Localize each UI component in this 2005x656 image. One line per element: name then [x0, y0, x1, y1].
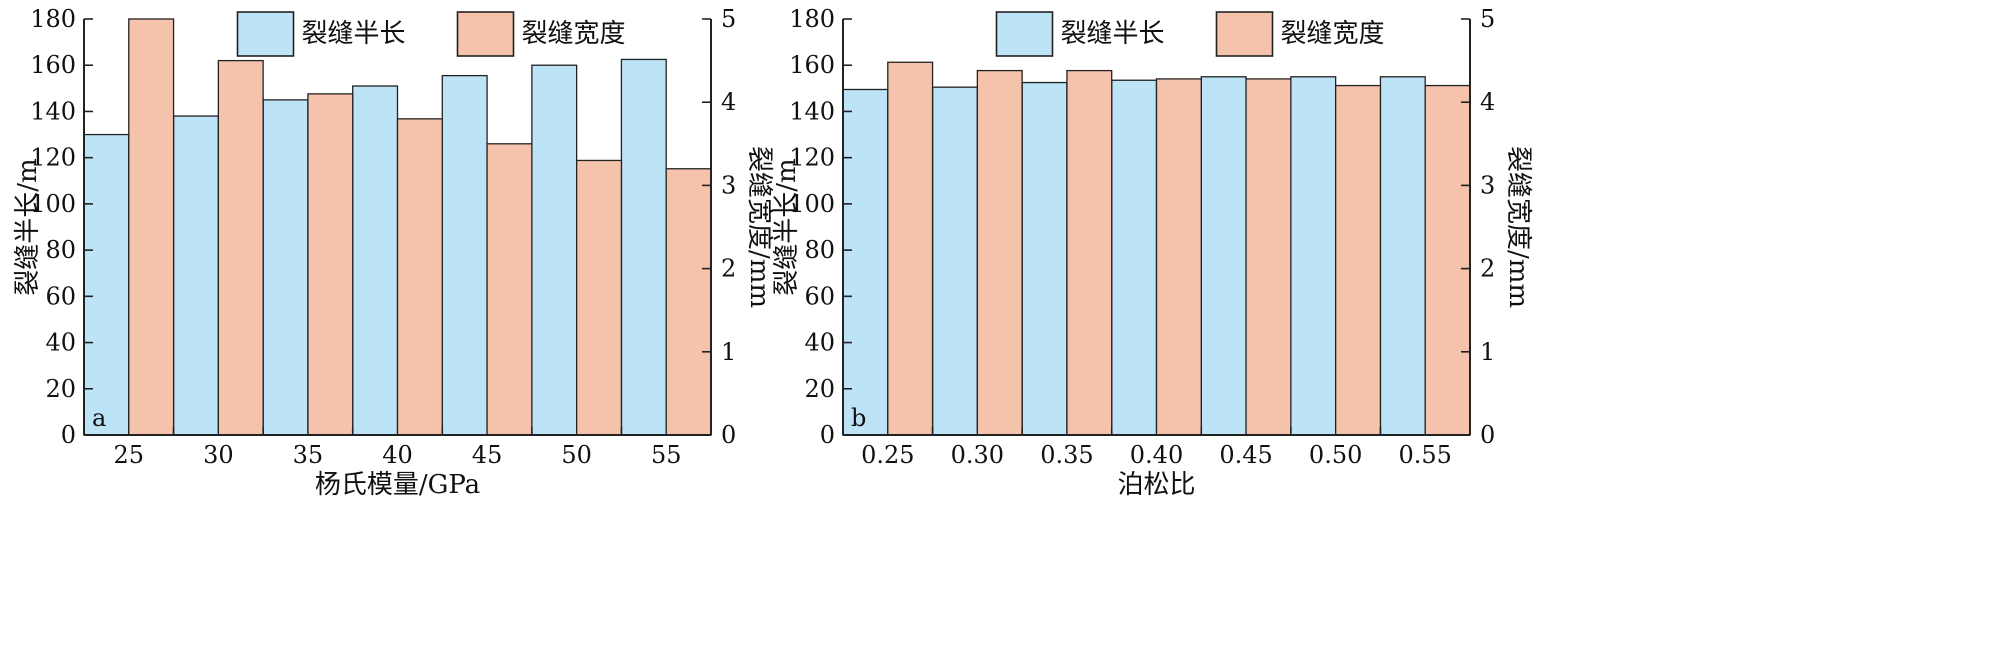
right-y-axis-title: 裂缝宽度/mm — [744, 146, 774, 308]
left-y-tick-label: 120 — [30, 144, 76, 172]
x-tick-label: 0.45 — [1219, 441, 1272, 469]
bar-fracture-half-length-0.45 — [1200, 76, 1247, 436]
bar-fracture-width-40 — [396, 118, 443, 436]
legend-label-fracture-width: 裂缝宽度 — [1281, 19, 1385, 49]
left-y-tick-label: 0 — [820, 421, 835, 449]
x-tick-label: 35 — [293, 441, 324, 469]
x-tick-label: 30 — [203, 441, 234, 469]
legend: 裂缝半长 裂缝宽度 — [995, 11, 1385, 57]
right-y-tick-label: 3 — [1480, 171, 1495, 199]
right-y-axis-title: 裂缝宽度/mm — [1503, 146, 1533, 308]
bar-fracture-width-55 — [665, 168, 712, 436]
bar-fracture-half-length-0.40 — [1111, 79, 1158, 436]
right-y-tick-label: 4 — [1480, 88, 1495, 116]
x-tick-label: 0.35 — [1040, 441, 1093, 469]
left-y-tick-label: 80 — [804, 236, 835, 264]
right-y-tick-label: 2 — [1480, 255, 1495, 283]
left-y-tick-label: 40 — [804, 329, 835, 357]
bar-fracture-half-length-45 — [441, 74, 488, 436]
left-y-tick-label: 160 — [30, 51, 76, 79]
left-y-tick-label: 100 — [789, 190, 835, 218]
left-y-tick-label: 40 — [45, 329, 76, 357]
bar-fracture-width-25 — [128, 18, 175, 436]
bar-fracture-width-0.35 — [1066, 69, 1113, 436]
legend-swatch-fracture-width — [1215, 11, 1274, 57]
legend-label-fracture-width: 裂缝宽度 — [522, 19, 626, 49]
bar-fracture-half-length-0.50 — [1290, 76, 1337, 436]
right-y-tick-label: 4 — [721, 88, 736, 116]
left-y-tick-label: 100 — [30, 190, 76, 218]
bar-fracture-half-length-0.25 — [842, 88, 889, 436]
bar-fracture-width-30 — [217, 59, 264, 436]
x-axis-title: 泊松比 — [1117, 470, 1195, 500]
right-y-tick-label: 5 — [1480, 5, 1495, 33]
x-tick-label: 0.50 — [1309, 441, 1362, 469]
right-y-tick-label: 1 — [1480, 338, 1495, 366]
x-tick-label: 50 — [561, 441, 592, 469]
x-tick-label: 40 — [382, 441, 413, 469]
legend-label-fracture-half-length: 裂缝半长 — [1061, 19, 1165, 49]
x-axis-title: 杨氏模量/GPa — [315, 470, 480, 500]
panel-letter: a — [92, 404, 106, 432]
x-tick-label: 25 — [114, 441, 145, 469]
right-y-tick-label: 0 — [1480, 421, 1495, 449]
left-y-tick-label: 60 — [804, 282, 835, 310]
x-tick-label: 0.40 — [1130, 441, 1183, 469]
legend-swatch-fracture-half-length — [995, 11, 1054, 57]
left-y-tick-label: 80 — [45, 236, 76, 264]
bar-fracture-width-35 — [307, 93, 354, 436]
bar-fracture-half-length-0.30 — [931, 86, 979, 436]
right-y-tick-label: 1 — [721, 338, 736, 366]
left-y-tick-label: 180 — [789, 5, 835, 33]
legend-swatch-fracture-width — [456, 11, 515, 57]
bar-fracture-width-50 — [575, 159, 623, 436]
left-y-tick-label: 160 — [789, 51, 835, 79]
bar-fracture-width-0.45 — [1245, 78, 1292, 436]
left-y-tick-label: 120 — [789, 144, 835, 172]
bar-fracture-width-0.50 — [1334, 84, 1382, 436]
bar-fracture-half-length-30 — [172, 115, 220, 436]
x-tick-label: 0.30 — [951, 441, 1004, 469]
bar-fracture-width-0.40 — [1155, 78, 1202, 436]
right-y-tick-label: 3 — [721, 171, 736, 199]
x-tick-label: 0.55 — [1398, 441, 1451, 469]
x-tick-label: 55 — [651, 441, 682, 469]
bar-fracture-width-45 — [486, 143, 533, 436]
left-y-tick-label: 0 — [61, 421, 76, 449]
bar-fracture-half-length-40 — [352, 85, 399, 436]
left-y-tick-label: 20 — [804, 375, 835, 403]
bar-fracture-half-length-35 — [262, 99, 309, 436]
left-y-axis-title: 裂缝半长/m — [13, 158, 43, 295]
left-y-axis-title: 裂缝半长/m — [772, 158, 802, 295]
legend: 裂缝半长 裂缝宽度 — [236, 11, 626, 57]
panel-letter: b — [851, 404, 866, 432]
bar-fracture-half-length-50 — [531, 64, 578, 436]
right-y-tick-label: 2 — [721, 255, 736, 283]
x-tick-label: 45 — [472, 441, 503, 469]
left-y-tick-label: 180 — [30, 5, 76, 33]
left-y-tick-label: 140 — [30, 97, 76, 125]
x-tick-label: 0.25 — [861, 441, 914, 469]
bar-fracture-half-length-55 — [620, 58, 667, 436]
left-y-tick-label: 140 — [789, 97, 835, 125]
bar-fracture-width-0.25 — [887, 61, 934, 436]
left-y-tick-label: 20 — [45, 375, 76, 403]
right-y-tick-label: 5 — [721, 5, 736, 33]
bar-fracture-width-0.30 — [976, 69, 1023, 436]
bar-fracture-half-length-0.35 — [1021, 81, 1068, 436]
left-y-tick-label: 60 — [45, 282, 76, 310]
bar-fracture-half-length-0.55 — [1379, 76, 1426, 436]
right-y-tick-label: 0 — [721, 421, 736, 449]
legend-swatch-fracture-half-length — [236, 11, 295, 57]
chart-panel-b: 0 20 40 60 80 100 120 140 160 180 0 1 2 3 4 5 0.25 0.30 0.… — [772, 5, 1533, 500]
bar-fracture-half-length-25 — [83, 133, 130, 436]
legend-label-fracture-half-length: 裂缝半长 — [302, 19, 406, 49]
bar-fracture-width-0.55 — [1424, 84, 1471, 436]
